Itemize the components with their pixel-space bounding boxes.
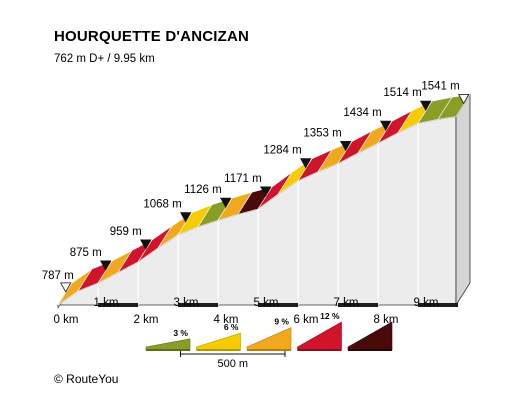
chart-title: HOURQUETTE D'ANCIZAN	[54, 28, 249, 45]
elevation-label: 1434 m	[343, 107, 381, 119]
km-tick-label: 6 km	[294, 314, 319, 326]
km-tick-label: 8 km	[374, 314, 399, 326]
elevation-label: 1514 m	[383, 87, 421, 99]
legend-swatch-base	[348, 349, 392, 351]
legend-label: 9 %	[274, 317, 289, 327]
km-marker-icon	[420, 100, 432, 111]
km-marker-icon	[300, 158, 312, 169]
km-marker-icon	[140, 239, 152, 250]
km-tick-label: 9 km	[414, 297, 439, 309]
km-stripe	[338, 303, 378, 307]
km-marker-icon	[380, 120, 392, 131]
profile-end-side	[455, 93, 471, 307]
legend-swatch-base	[146, 349, 190, 351]
km-tick-label: 3 km	[174, 297, 199, 309]
elevation-label: 1353 m	[303, 127, 341, 139]
legend-swatch	[347, 321, 393, 351]
profile-face	[56, 116, 457, 306]
km-stripe	[98, 303, 138, 307]
elevation-label: 959 m	[110, 226, 142, 238]
gradient-legend: 3 % 6 % 9 % 12 % 500 m	[145, 311, 393, 370]
legend-label: 3 %	[173, 328, 188, 338]
legend-swatch	[246, 327, 292, 351]
km-stripe	[258, 303, 298, 307]
elevation-label: 1541 m	[421, 80, 459, 92]
km-tick-label: 4 km	[214, 314, 239, 326]
elevation-label: 1284 m	[263, 145, 301, 157]
legend-swatch-base	[247, 349, 291, 351]
km-tick-label: 1 km	[94, 297, 119, 309]
elevation-label: 1171 m	[224, 173, 262, 185]
legend-label: 6 %	[224, 322, 239, 332]
profile-top-layer	[57, 94, 471, 306]
legend-swatch-base	[196, 349, 241, 351]
chart-subtitle: 762 m D+ / 9.95 km	[54, 53, 155, 65]
km-marker-icon	[180, 212, 192, 223]
legend-swatch	[196, 332, 241, 351]
legend-swatch-base	[297, 349, 342, 351]
km-marker-icon	[340, 140, 352, 152]
legend-label: 12 %	[320, 311, 340, 321]
elevation-label: 875 m	[70, 247, 102, 259]
km-tick-label: 2 km	[134, 314, 159, 326]
elevation-label: 1126 m	[184, 184, 222, 196]
km-marker-icon	[220, 197, 232, 208]
endpoint-marker-icon	[458, 94, 470, 105]
endpoint-marker-icon	[60, 282, 72, 293]
elevation-label: 1068 m	[143, 199, 181, 211]
km-tick-label: 7 km	[334, 297, 359, 309]
legend-swatch	[297, 321, 342, 351]
km-marker-icon	[260, 186, 272, 197]
km-tick-label: 0 km	[54, 314, 79, 326]
km-tick-label: 5 km	[254, 297, 279, 309]
km-marker-icon	[100, 260, 112, 271]
km-stripe	[178, 303, 218, 307]
legend-swatch	[145, 338, 191, 351]
copyright-text: © RouteYou	[54, 372, 118, 386]
elevation-label: 787 m	[42, 270, 74, 282]
scale-bar-label: 500 m	[217, 358, 248, 370]
km-stripe	[418, 303, 458, 307]
